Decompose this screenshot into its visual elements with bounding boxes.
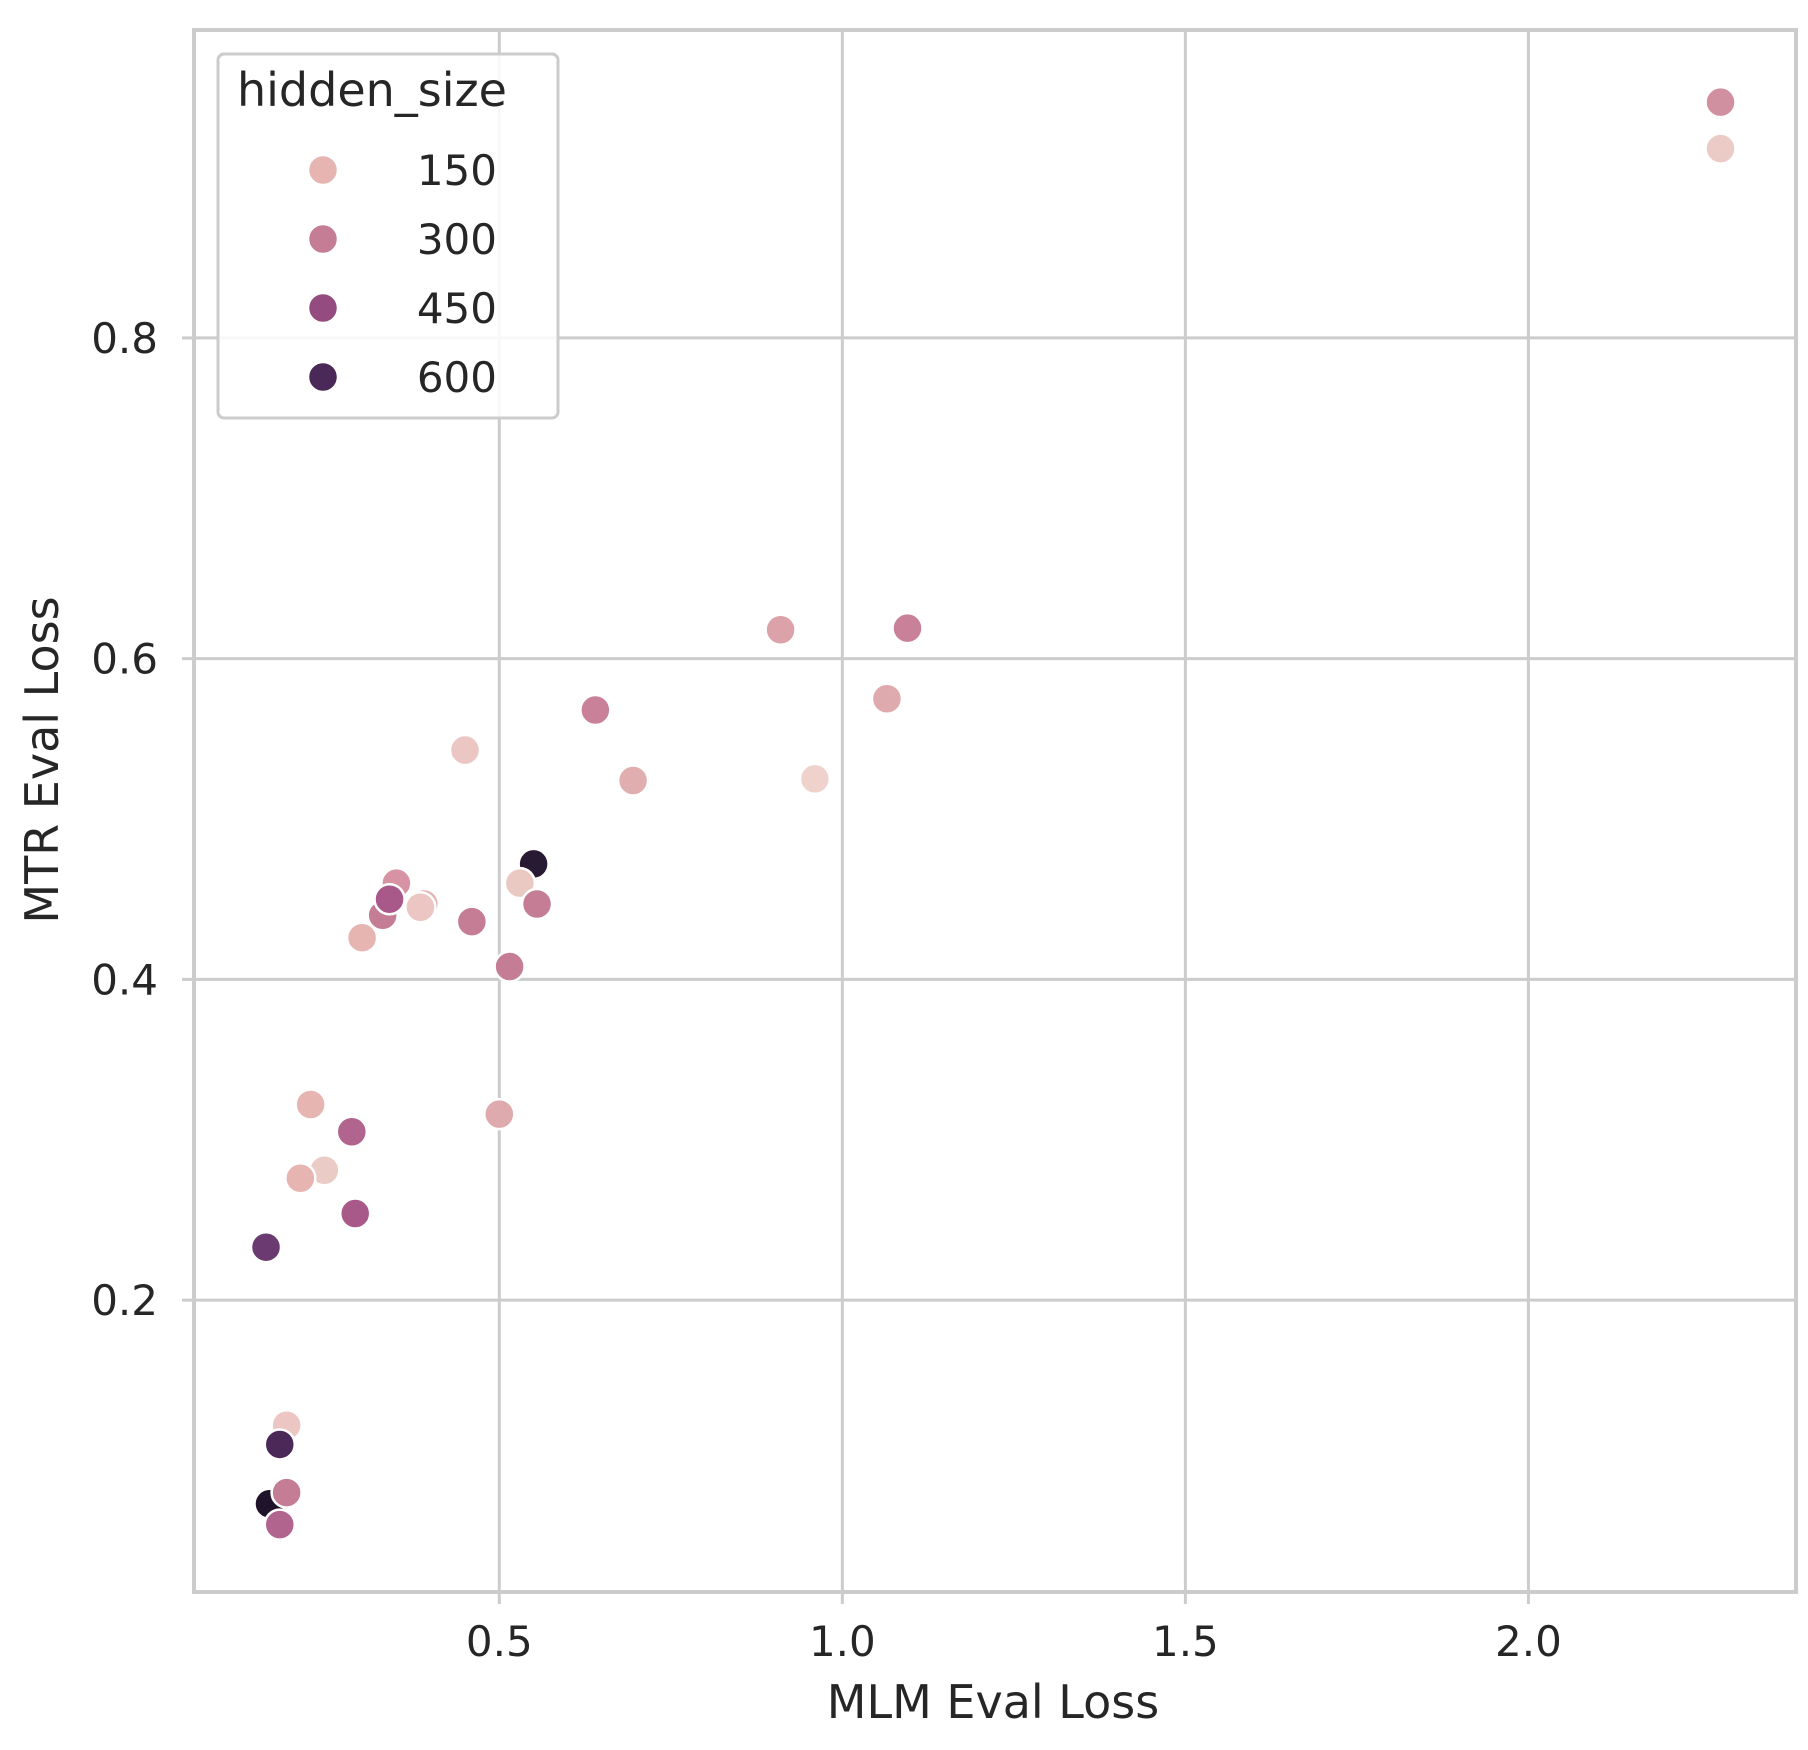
y-tick-label: 0.8 xyxy=(91,314,158,363)
legend-marker xyxy=(306,222,340,256)
data-point xyxy=(263,1508,297,1541)
legend-title: hidden_size xyxy=(237,63,507,117)
data-point xyxy=(448,733,482,767)
data-point xyxy=(493,950,526,983)
data-point xyxy=(520,887,554,921)
data-point xyxy=(1704,132,1737,165)
data-point xyxy=(764,613,797,647)
data-point xyxy=(1704,85,1737,119)
data-point xyxy=(404,890,437,924)
x-axis-title: MLM Eval Loss xyxy=(827,1675,1159,1729)
y-tick-label: 0.4 xyxy=(91,955,158,1004)
data-point xyxy=(338,1197,372,1230)
data-point xyxy=(263,1428,297,1461)
data-point xyxy=(503,866,537,900)
legend-label: 450 xyxy=(417,284,497,333)
y-axis-title: MTR Eval Loss xyxy=(15,596,69,923)
data-point xyxy=(294,1088,327,1121)
legend-entries: 150 300 450 600 xyxy=(306,146,497,402)
data-point xyxy=(345,921,379,954)
legend: hidden_size 150 300 450 600 xyxy=(216,52,560,420)
legend-label: 150 xyxy=(417,146,497,195)
data-point xyxy=(455,905,489,938)
data-point xyxy=(270,1476,303,1509)
data-point xyxy=(249,1230,283,1264)
legend-marker xyxy=(306,153,340,187)
x-tick-label: 1.0 xyxy=(809,1617,876,1666)
legend-label: 600 xyxy=(417,353,497,402)
data-point xyxy=(373,882,406,916)
data-point xyxy=(284,1161,317,1195)
axis-ticks: 0.5 1.0 1.5 2.0 0.2 0.4 0.6 0.8 xyxy=(91,314,1562,1666)
grid-lines xyxy=(194,30,1796,1592)
x-tick-label: 2.0 xyxy=(1495,1617,1562,1666)
data-point xyxy=(616,764,650,797)
data-point xyxy=(579,693,612,727)
x-tick-label: 0.5 xyxy=(466,1617,533,1666)
plot-frame xyxy=(192,28,1798,1594)
legend-box xyxy=(216,52,560,420)
data-point xyxy=(483,1097,516,1131)
data-point xyxy=(870,682,904,715)
data-point xyxy=(798,762,832,796)
x-tick-label: 1.5 xyxy=(1152,1617,1219,1666)
y-tick-label: 0.6 xyxy=(91,635,158,684)
legend-marker xyxy=(306,360,340,394)
data-points xyxy=(249,85,1737,1541)
legend-marker xyxy=(306,291,340,325)
data-point xyxy=(891,611,924,645)
legend-label: 300 xyxy=(417,215,497,264)
y-tick-label: 0.2 xyxy=(91,1276,158,1325)
data-point xyxy=(335,1115,369,1148)
